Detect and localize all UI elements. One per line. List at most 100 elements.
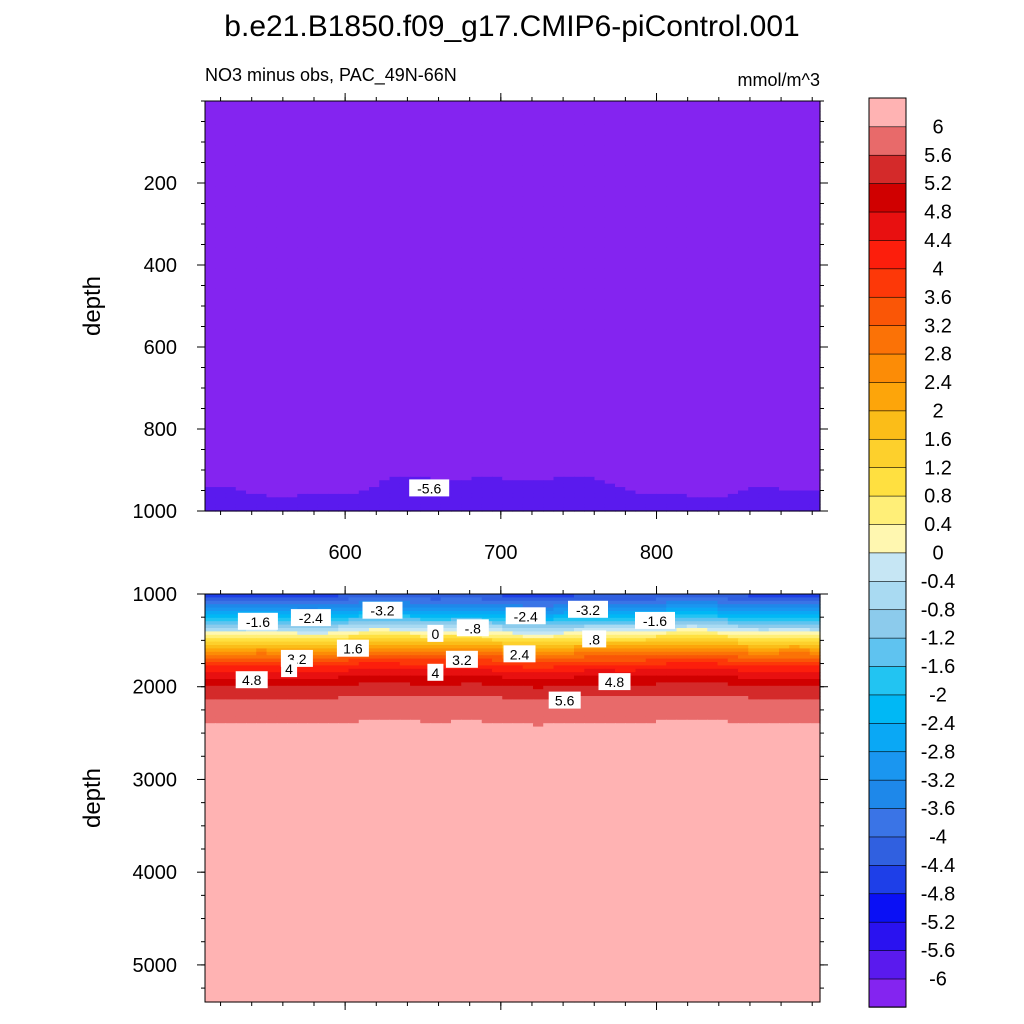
contour-cell — [399, 193, 411, 198]
contour-cell — [666, 251, 678, 256]
contour-cell — [430, 381, 442, 386]
contour-cell — [779, 326, 790, 331]
contour-cell — [338, 350, 350, 355]
contour-cell — [215, 370, 227, 375]
contour-cell — [748, 367, 760, 372]
contour-cell — [748, 121, 760, 126]
contour-cell — [492, 183, 503, 188]
contour-cell — [625, 224, 637, 229]
contour-cell — [625, 237, 637, 242]
contour-cell — [522, 206, 534, 211]
contour-cell — [338, 155, 350, 160]
contour-cell — [276, 288, 288, 293]
contour-cell — [727, 193, 739, 198]
contour-cell — [492, 107, 503, 112]
contour-cell — [399, 265, 411, 270]
contour-cell — [471, 364, 483, 369]
contour-cell — [276, 360, 288, 365]
contour-cell — [758, 217, 770, 222]
contour-cell — [615, 145, 626, 150]
contour-cell — [666, 364, 678, 369]
contour-cell — [533, 128, 544, 133]
contour-cell — [492, 138, 503, 143]
contour-cell — [420, 326, 432, 331]
contour-cell — [276, 292, 288, 297]
contour-cell — [563, 312, 575, 317]
contour-cell — [358, 189, 370, 194]
contour-cell — [635, 169, 647, 174]
contour-cell — [543, 138, 555, 143]
contour-cell — [553, 302, 565, 307]
contour-cell — [246, 165, 257, 170]
contour-cell — [338, 347, 350, 352]
contour-cell — [543, 353, 555, 358]
contour-cell — [522, 268, 534, 273]
contour-cell — [461, 329, 473, 334]
contour-cell — [727, 364, 739, 369]
contour-cell — [246, 251, 257, 256]
contour-cell — [297, 353, 309, 358]
contour-cell — [440, 258, 452, 263]
contour-cell — [758, 381, 770, 386]
contour-cell — [440, 302, 452, 307]
contour-cell — [758, 176, 770, 181]
contour-cell — [656, 285, 667, 290]
contour-cell — [707, 183, 719, 188]
contour-cell — [707, 350, 719, 355]
contour-cell — [348, 128, 360, 133]
contour-cell — [317, 271, 329, 276]
contour-cell — [604, 183, 616, 188]
contour-cell — [604, 261, 616, 266]
contour-cell — [297, 384, 309, 389]
contour-cell — [533, 275, 544, 280]
contour-cell — [328, 237, 339, 242]
contour-cell — [584, 145, 596, 150]
contour-cell — [297, 145, 309, 150]
contour-cell — [604, 200, 616, 205]
contour-cell — [645, 275, 657, 280]
contour-cell — [502, 288, 514, 293]
contour-cell — [471, 148, 483, 153]
contour-cell — [522, 186, 534, 191]
contour-cell — [246, 230, 257, 235]
contour-cell — [604, 275, 616, 280]
contour-cell — [553, 237, 565, 242]
contour-cell — [768, 316, 780, 321]
contour-cell — [369, 374, 380, 379]
contour-cell — [389, 200, 401, 205]
contour-cell — [707, 364, 719, 369]
contour-cell — [748, 323, 760, 328]
contour-cell — [328, 210, 339, 215]
contour-cell — [379, 118, 391, 123]
contour-cell — [389, 145, 401, 150]
contour-cell — [389, 189, 401, 194]
contour-cell — [553, 206, 565, 211]
contour-cell — [451, 213, 462, 218]
contour-cell — [604, 237, 616, 242]
contour-cell — [604, 374, 616, 379]
contour-cell — [809, 295, 821, 300]
contour-cell — [492, 326, 503, 331]
contour-cell — [502, 145, 514, 150]
contour-cell — [738, 275, 749, 280]
contour-cell — [748, 114, 760, 119]
contour-cell — [389, 374, 401, 379]
contour-cell — [522, 295, 534, 300]
contour-cell — [461, 217, 473, 222]
contour-cell — [768, 227, 780, 232]
contour-cell — [266, 299, 278, 304]
contour-cell — [297, 152, 309, 157]
contour-cell — [615, 155, 626, 160]
contour-cell — [717, 367, 729, 372]
contour-cell — [604, 118, 616, 123]
contour-cell — [758, 374, 770, 379]
contour-cell — [512, 244, 524, 249]
contour-cell — [379, 237, 391, 242]
contour-cell — [256, 367, 268, 372]
contour-cell — [645, 162, 657, 167]
contour-cell — [727, 316, 739, 321]
contour-cell — [297, 220, 309, 225]
contour-cell — [246, 152, 257, 157]
contour-cell — [512, 367, 524, 372]
contour-cell — [574, 336, 585, 341]
